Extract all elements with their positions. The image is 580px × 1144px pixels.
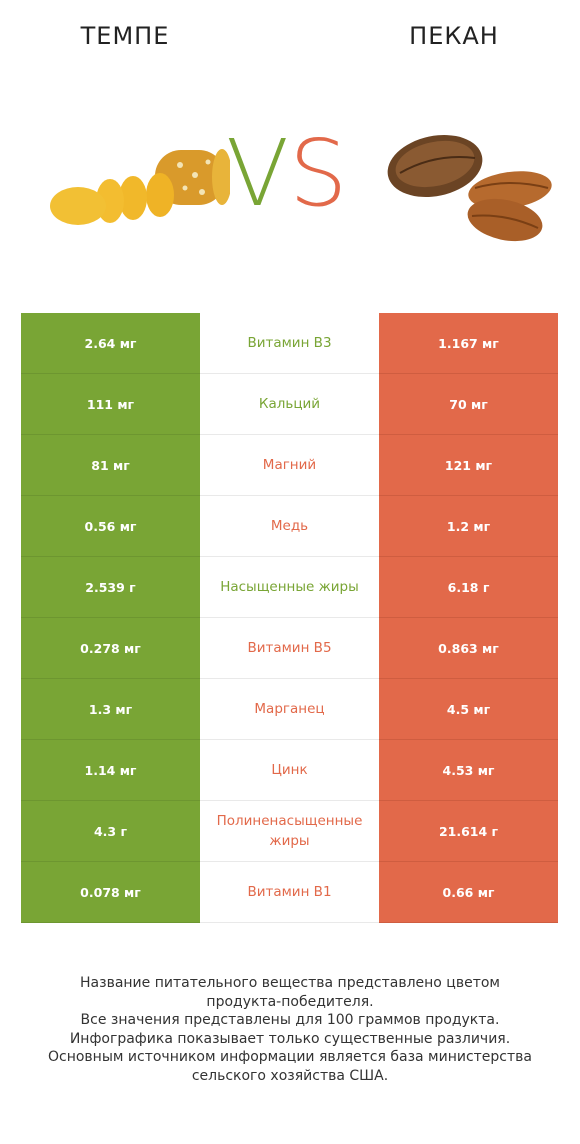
left-value: 2.539 г <box>21 557 200 618</box>
comparison-row: 4.3 г Полиненасыщенные жиры 21.614 г <box>21 801 558 862</box>
nutrient-name: Цинк <box>200 740 379 800</box>
right-value: 4.53 мг <box>379 740 558 801</box>
comparison-row: 0.56 мг Медь 1.2 мг <box>21 496 558 557</box>
comparison-row: 0.078 мг Витамин B1 0.66 мг <box>21 862 558 923</box>
left-food-title: ТЕМПЕ <box>80 22 170 50</box>
comparison-row: 111 мг Кальций 70 мг <box>21 374 558 435</box>
right-food-title: ПЕКАН <box>409 22 499 50</box>
right-value: 4.5 мг <box>379 679 558 740</box>
left-value: 0.078 мг <box>21 862 200 923</box>
pecan-image <box>387 135 552 242</box>
nutrient-name: Магний <box>200 435 379 495</box>
tempeh-image <box>50 149 230 225</box>
right-value: 121 мг <box>379 435 558 496</box>
comparison-row: 1.3 мг Марганец 4.5 мг <box>21 679 558 740</box>
tempeh-slice <box>146 173 174 217</box>
left-value: 111 мг <box>21 374 200 435</box>
left-value: 4.3 г <box>21 801 200 862</box>
nutrient-name: Насыщенные жиры <box>200 557 379 617</box>
comparison-row: 1.14 мг Цинк 4.53 мг <box>21 740 558 801</box>
left-value: 0.56 мг <box>21 496 200 557</box>
nutrient-name: Полиненасыщенные жиры <box>200 801 379 861</box>
tempeh-log-end <box>212 149 230 205</box>
right-value: 1.2 мг <box>379 496 558 557</box>
nutrient-name: Витамин B3 <box>200 313 379 373</box>
comparison-row: 2.539 г Насыщенные жиры 6.18 г <box>21 557 558 618</box>
left-value: 1.14 мг <box>21 740 200 801</box>
nutrient-name: Витамин B5 <box>200 618 379 678</box>
footer-note: Название питательного вещества представл… <box>48 975 532 1084</box>
left-value: 2.64 мг <box>21 313 200 374</box>
nutrient-name: Витамин B1 <box>200 862 379 922</box>
nutrient-name: Медь <box>200 496 379 556</box>
nutrient-name: Кальций <box>200 374 379 434</box>
vs-label: VS <box>226 120 348 227</box>
right-value: 21.614 г <box>379 801 558 862</box>
comparison-row: 0.278 мг Витамин B5 0.863 мг <box>21 618 558 679</box>
nutrient-name: Марганец <box>200 679 379 739</box>
right-value: 1.167 мг <box>379 313 558 374</box>
comparison-row: 81 мг Магний 121 мг <box>21 435 558 496</box>
comparison-row: 2.64 мг Витамин B3 1.167 мг <box>21 313 558 374</box>
right-value: 0.863 мг <box>379 618 558 679</box>
left-value: 81 мг <box>21 435 200 496</box>
pecan-half <box>467 198 543 242</box>
comparison-table: 2.64 мг Витамин B3 1.167 мг 111 мг Кальций 70… <box>21 313 558 923</box>
left-value: 0.278 мг <box>21 618 200 679</box>
tempeh-slice <box>50 187 106 225</box>
right-value: 0.66 мг <box>379 862 558 923</box>
right-value: 70 мг <box>379 374 558 435</box>
right-value: 6.18 г <box>379 557 558 618</box>
left-value: 1.3 мг <box>21 679 200 740</box>
tempeh-slice <box>119 176 147 220</box>
